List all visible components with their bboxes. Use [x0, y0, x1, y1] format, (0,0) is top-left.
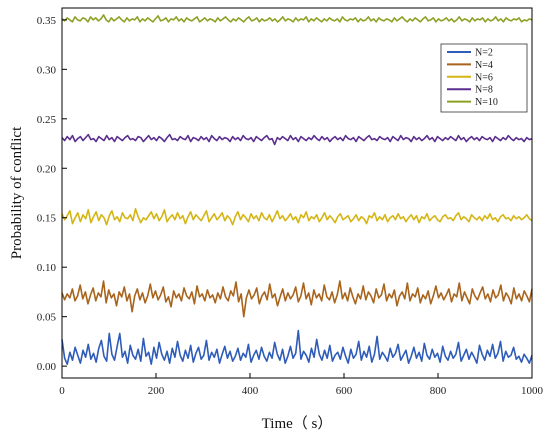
y-tick-label: 0.00 [37, 361, 57, 373]
series-line-n-8 [61, 133, 533, 146]
x-axis-label: Time（ s） [262, 415, 333, 432]
legend-label: N=2 [475, 48, 493, 59]
series-line-n-4 [61, 280, 533, 318]
x-tick-label: 600 [336, 385, 353, 397]
y-tick-label: 0.20 [37, 163, 57, 175]
legend-label: N=10 [475, 97, 498, 108]
x-tick-label: 0 [59, 385, 65, 397]
y-tick-label: 0.10 [37, 262, 57, 274]
x-tick-label: 1000 [521, 385, 544, 397]
x-tick-label: 400 [242, 385, 259, 397]
y-axis-ticks: 0.00 0.05 0.10 0.15 0.20 0.25 0.30 0.35 [37, 15, 67, 373]
legend-label: N=8 [475, 85, 493, 96]
legend: N=2N=4N=6 N=8N=10 [440, 43, 528, 113]
series-layer [61, 14, 533, 365]
x-tick-label: 200 [148, 385, 165, 397]
series-line-n-10 [61, 14, 533, 23]
x-axis-ticks: 0 200 400 600 800 1000 [59, 373, 544, 397]
series-line-n-2 [61, 329, 533, 365]
legend-label: N=6 [475, 72, 493, 83]
axes-layer [61, 7, 533, 379]
y-axis-label: Probability of conflict [9, 126, 25, 259]
y-tick-label: 0.30 [37, 64, 57, 76]
series-line-n-6 [61, 208, 533, 226]
y-tick-label: 0.35 [37, 15, 57, 27]
plot-frame [61, 7, 533, 379]
y-tick-label: 0.25 [37, 114, 57, 126]
x-tick-label: 800 [430, 385, 447, 397]
y-tick-label: 0.15 [37, 213, 57, 225]
legend-label: N=4 [475, 60, 493, 71]
y-tick-label: 0.05 [37, 312, 57, 324]
